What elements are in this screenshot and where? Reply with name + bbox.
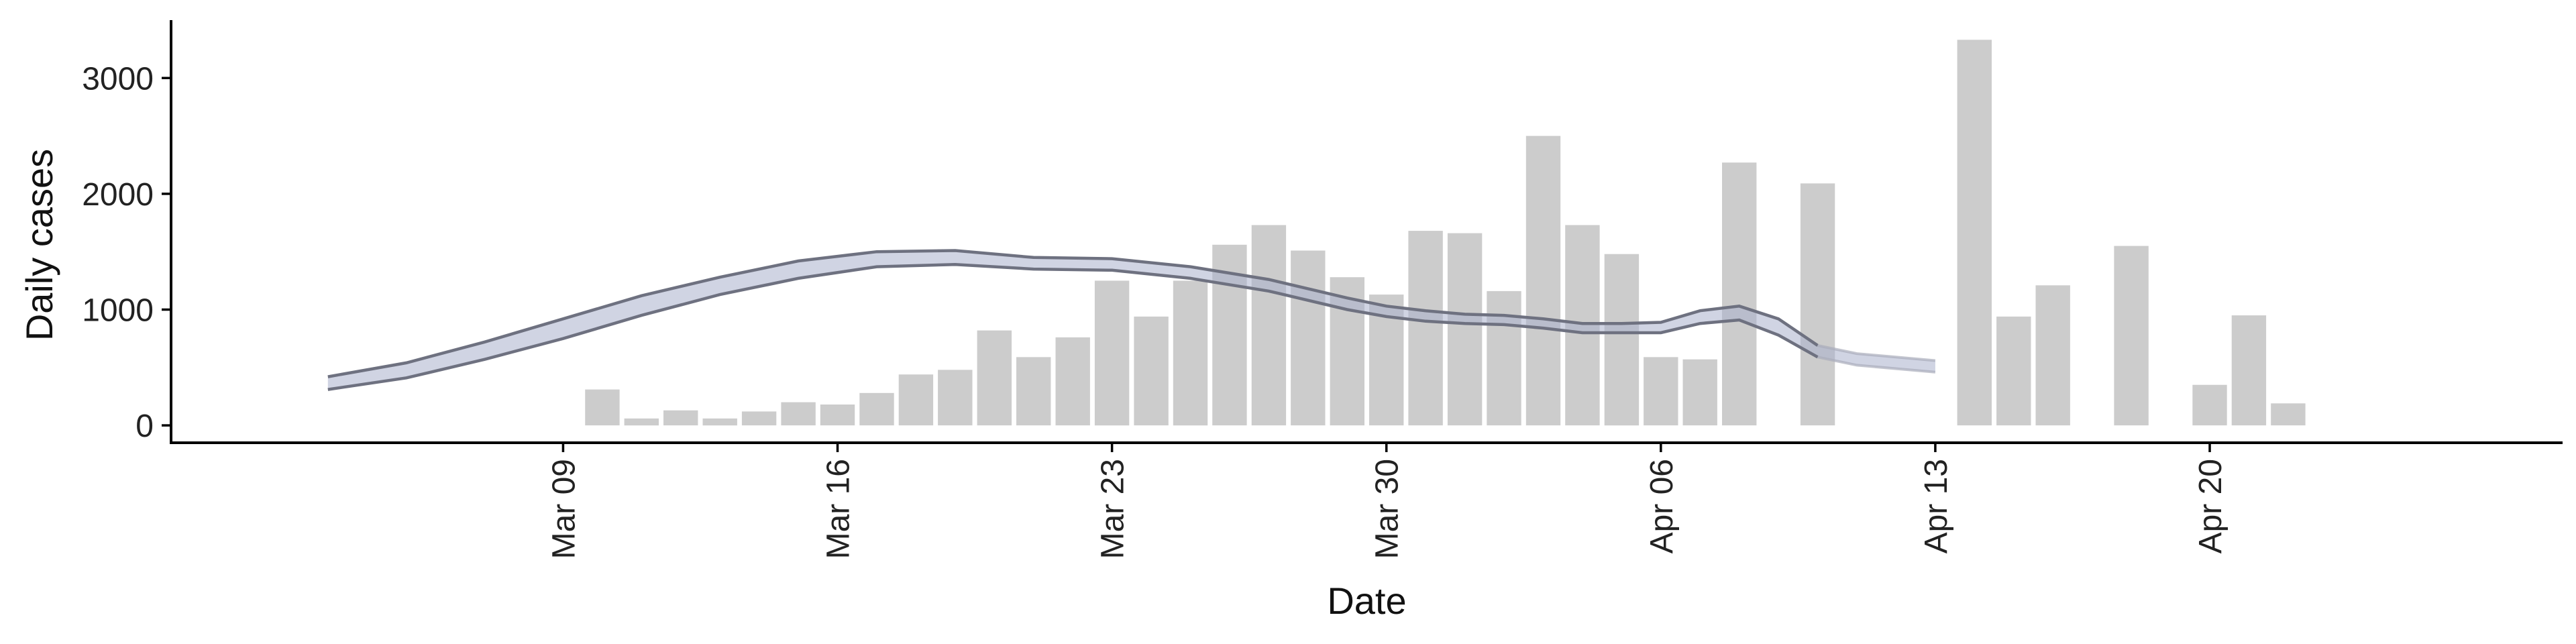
bar <box>1957 40 1992 426</box>
bar <box>1173 280 1208 426</box>
bar <box>2231 315 2267 426</box>
bar <box>2114 246 2149 426</box>
band-lower-line-faded <box>1817 356 1936 374</box>
x-tick-label: Mar 23 <box>1095 459 1131 559</box>
x-tick-label: Apr 20 <box>2193 459 2229 553</box>
x-tick-label: Apr 06 <box>1644 459 1680 553</box>
y-axis-title: Daily cases <box>18 149 60 341</box>
bar <box>1447 233 1483 426</box>
band-lower-line <box>327 262 1819 391</box>
bar <box>2271 403 2306 426</box>
bar <box>702 418 737 426</box>
x-axis-title: Date <box>1327 580 1406 622</box>
bar <box>898 374 934 426</box>
y-tick-label: 1000 <box>82 293 154 329</box>
band-layer <box>327 249 1936 391</box>
x-tick-label: Mar 16 <box>821 459 857 559</box>
bars-layer <box>585 40 2306 426</box>
y-tick-label: 0 <box>136 409 154 444</box>
ticks-layer: 0 1000 2000 3000 Mar 09 Mar 16 Mar 23 Mar 30 Apr… <box>82 61 2229 559</box>
bar <box>977 330 1012 426</box>
bar <box>1487 290 1521 426</box>
y-tick-label: 3000 <box>82 61 154 97</box>
bar <box>859 392 894 426</box>
band-upper-line-faded <box>1817 344 1936 362</box>
y-tick-label: 2000 <box>82 177 154 213</box>
bar <box>1604 254 1640 426</box>
x-tick-label: Mar 09 <box>546 459 582 559</box>
x-tick-label: Apr 13 <box>1919 459 1954 553</box>
bar <box>1682 359 1717 426</box>
bar <box>2035 285 2070 426</box>
bar <box>2192 384 2227 426</box>
bar <box>1055 337 1090 426</box>
bar <box>1408 231 1443 426</box>
bar <box>938 370 973 426</box>
bar <box>1722 162 1757 426</box>
bar <box>1996 316 2031 426</box>
bar <box>741 411 777 426</box>
band-ribbon <box>327 250 1935 390</box>
bar <box>820 405 855 426</box>
bar <box>1525 136 1561 426</box>
axes-layer <box>170 20 2563 444</box>
bar <box>585 389 620 426</box>
band-upper-line <box>327 249 1819 378</box>
bar <box>1016 357 1051 426</box>
bar <box>624 418 659 426</box>
bar <box>781 402 816 426</box>
bar <box>663 410 698 426</box>
bar <box>1251 225 1287 426</box>
bar <box>1291 250 1326 426</box>
x-tick-label: Mar 30 <box>1370 459 1405 559</box>
bar <box>1644 357 1678 426</box>
bar <box>1134 316 1169 426</box>
bar <box>1800 183 1835 426</box>
bar <box>1094 280 1130 426</box>
